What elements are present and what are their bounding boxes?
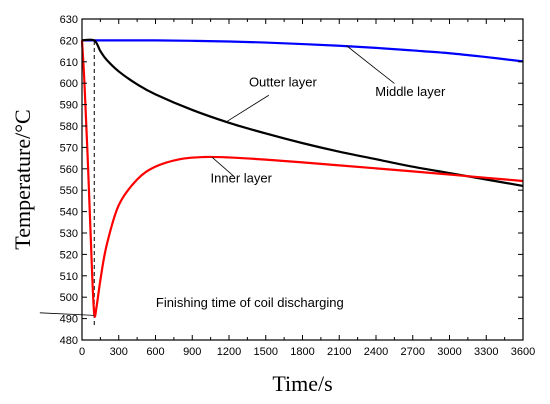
annotation-label: Outter layer: [249, 74, 318, 89]
annotation-leader-line: [226, 94, 270, 123]
y-tick-label: 520: [60, 249, 78, 261]
x-tick-label: 1800: [290, 346, 314, 358]
y-axis-title: Temperature/°C: [10, 109, 35, 249]
y-tick-label: 610: [60, 57, 78, 69]
annotation-label: Middle layer: [375, 84, 446, 99]
y-tick-label: 530: [60, 228, 78, 240]
y-tick-label: 480: [60, 335, 78, 347]
y-tick-label: 580: [60, 121, 78, 133]
y-tick-label: 590: [60, 100, 78, 112]
x-tick-label: 3600: [511, 346, 535, 358]
y-tick-label: 510: [60, 271, 78, 283]
y-tick-label: 560: [60, 164, 78, 176]
x-axis-title: Time/s: [272, 371, 332, 396]
x-tick-label: 1200: [217, 346, 241, 358]
x-tick-label: 3000: [437, 346, 461, 358]
y-tick-label: 600: [60, 78, 78, 90]
annotation-leader-line: [211, 156, 235, 177]
series-line-outter-layer: [81, 38, 524, 188]
y-tick-label: 550: [60, 185, 78, 197]
x-tick-label: 900: [183, 346, 201, 358]
y-tick-label: 620: [60, 35, 78, 47]
x-tick-label: 2100: [327, 346, 351, 358]
series-line-middle-layer: [82, 39, 524, 63]
annotation-label: Finishing time of coil discharging: [156, 295, 344, 310]
x-tick-label: 1500: [254, 346, 278, 358]
y-tick-label: 570: [60, 142, 78, 154]
x-tick-label: 2700: [401, 346, 425, 358]
annotation-label: Inner layer: [211, 171, 273, 186]
annotation-leader-line: [39, 312, 95, 316]
annotations-layer: Outter layer Middle layer Inner layer Finis…: [39, 45, 446, 316]
annotation-leader-line: [346, 45, 395, 84]
series-line-inner-layer: [80, 40, 524, 318]
x-tick-label: 2400: [364, 346, 388, 358]
y-tick-label: 540: [60, 207, 78, 219]
y-tick-label: 500: [60, 292, 78, 304]
x-tick-label: 300: [110, 346, 128, 358]
ticks-layer: 0 300 600 900 1200 1500 1800 2100 2400 2700 3000 33…: [60, 14, 536, 358]
x-tick-label: 3300: [474, 346, 498, 358]
x-tick-label: 0: [79, 346, 85, 358]
x-tick-label: 600: [146, 346, 164, 358]
plot-layer: [80, 38, 524, 326]
y-tick-label: 630: [60, 14, 78, 26]
y-tick-label: 490: [60, 314, 78, 326]
